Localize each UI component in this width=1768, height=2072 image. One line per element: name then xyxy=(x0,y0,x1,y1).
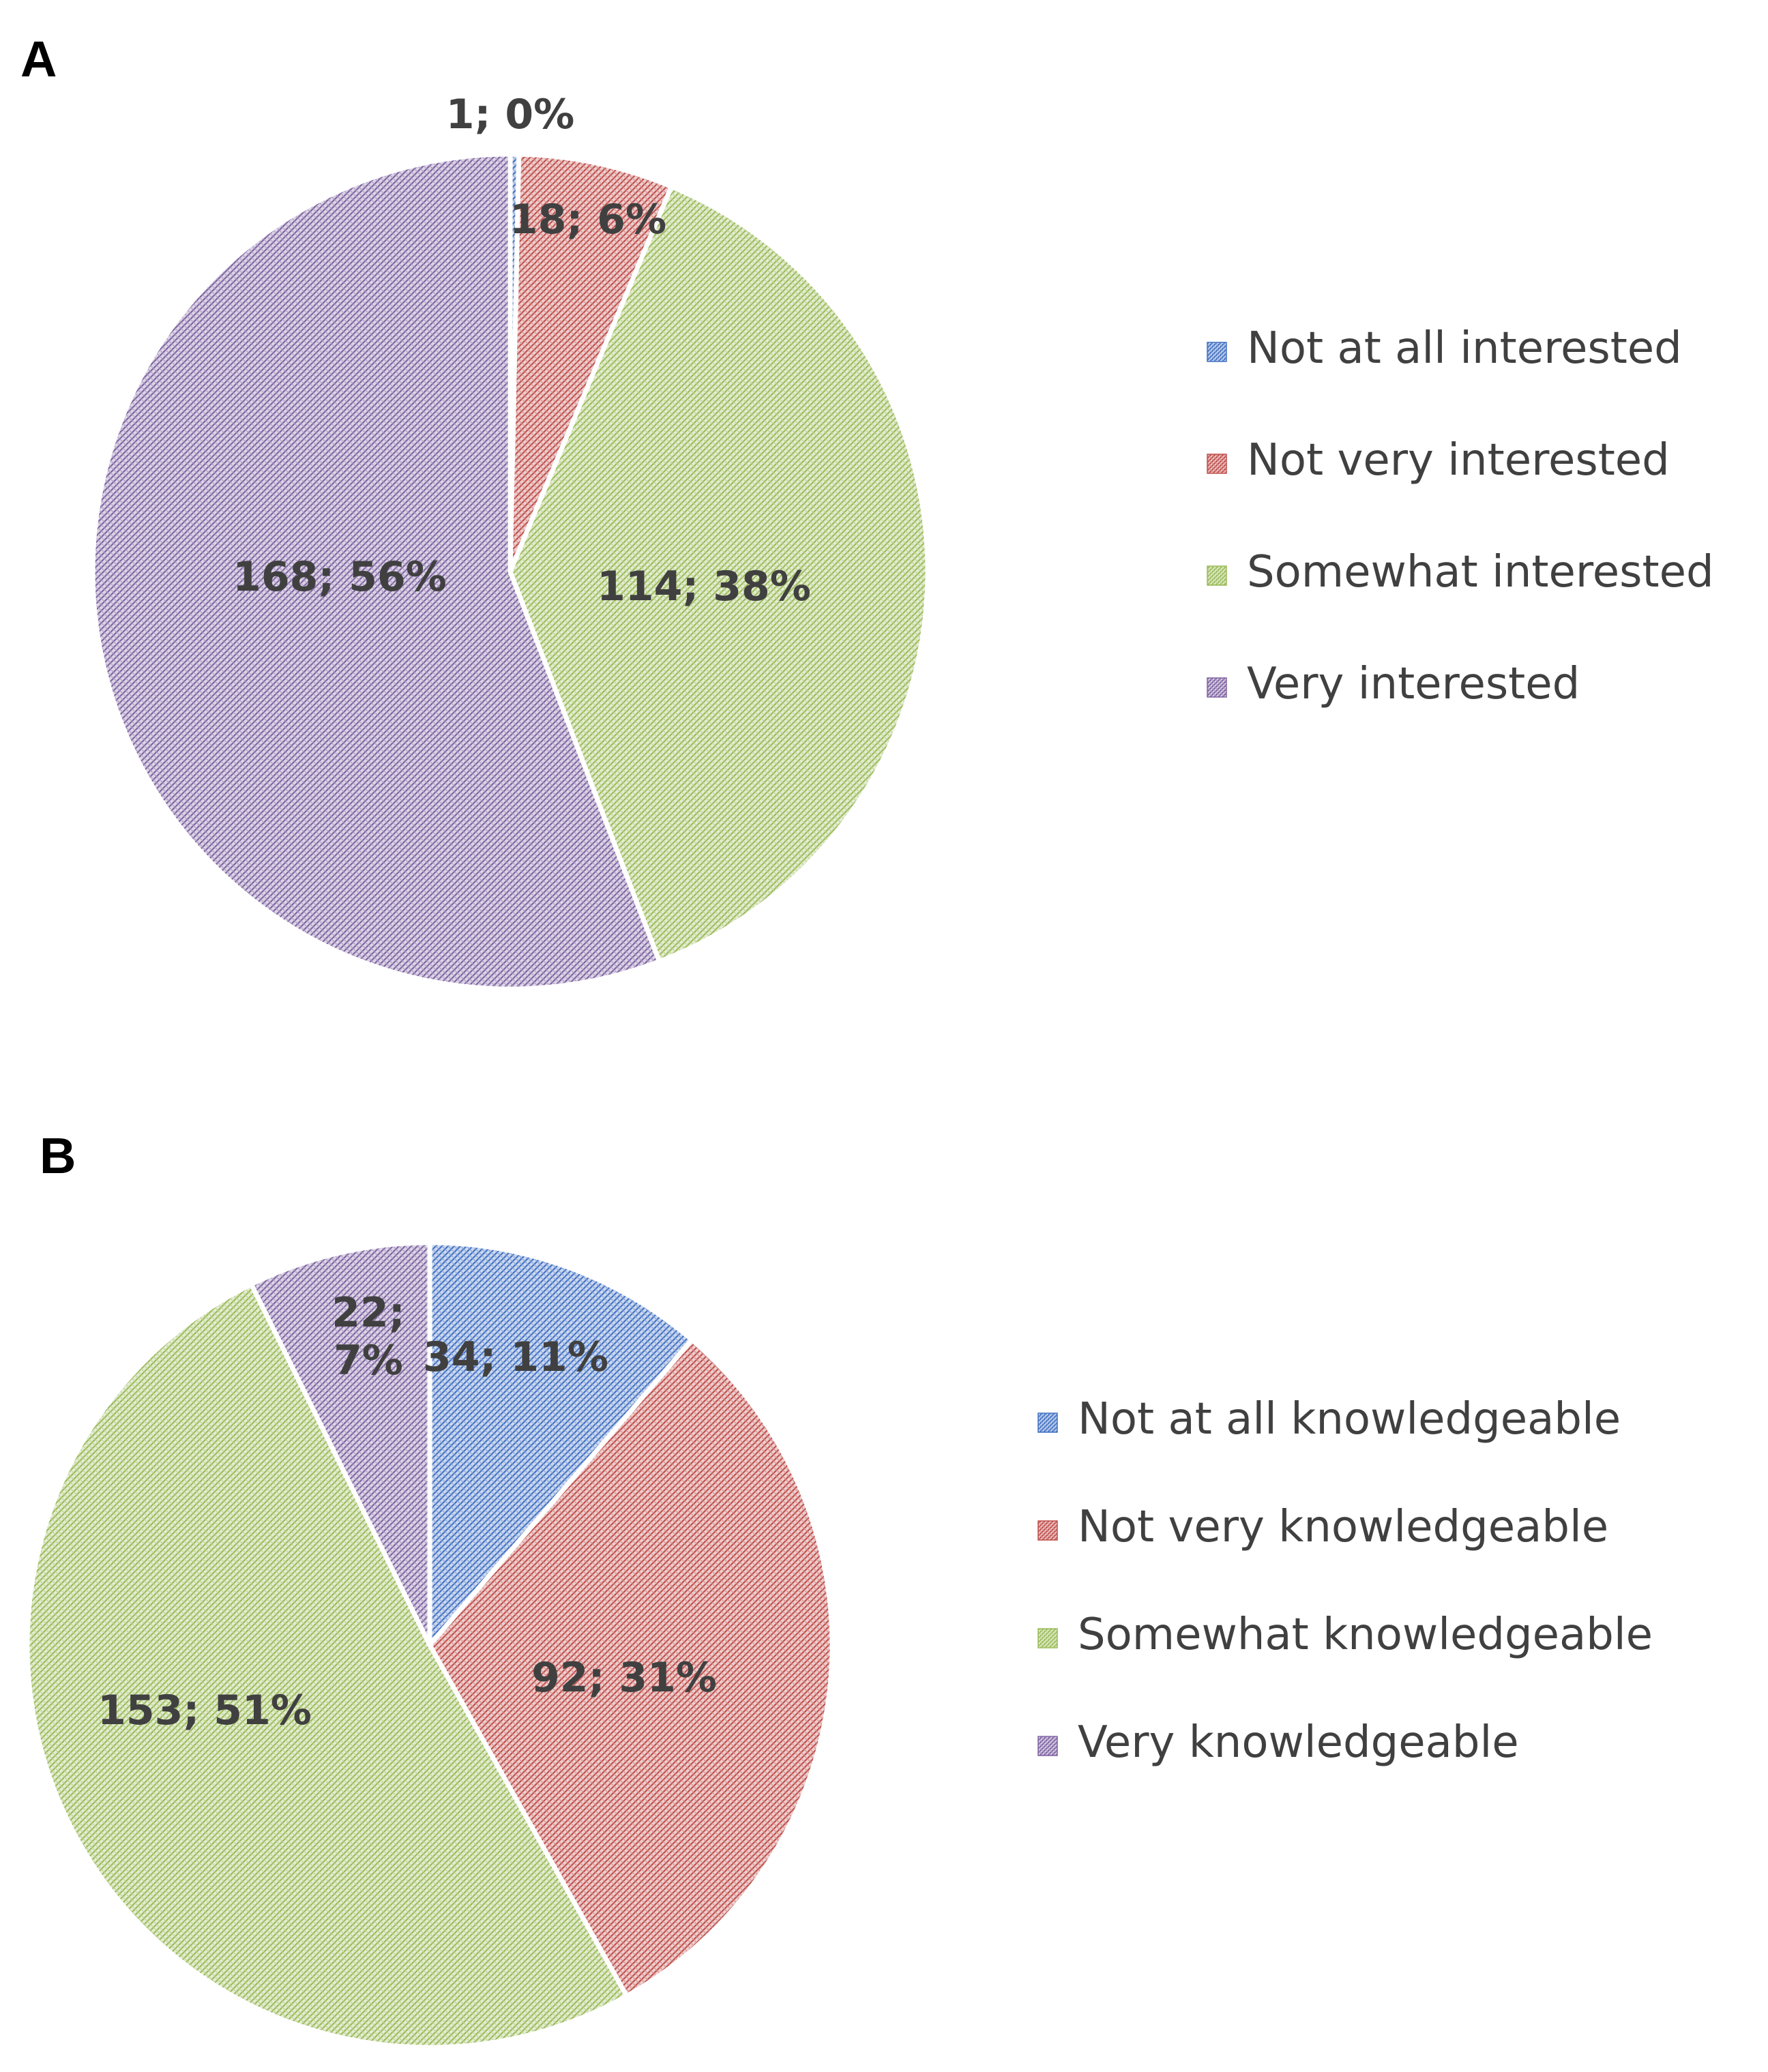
panel-b-letter: B xyxy=(40,1127,76,1184)
data-label-not-very-interested: 18; 6% xyxy=(510,196,666,243)
legend-label-not-at-all-interested: Not at all interested xyxy=(1247,323,1682,374)
legend-swatch-not-at-all-knowledgeable xyxy=(1037,1412,1058,1433)
legend-a: Not at all interested Not very interested… xyxy=(1207,323,1714,709)
slice-very-knowledgeable xyxy=(248,1240,432,1646)
legend-swatch-somewhat-interested xyxy=(1207,565,1227,586)
slice-very-interested xyxy=(90,151,663,992)
legend-label-very-knowledgeable: Very knowledgeable xyxy=(1078,1717,1519,1768)
data-label-somewhat-interested: 114; 38% xyxy=(597,563,811,610)
legend-label-very-interested: Very interested xyxy=(1247,659,1580,709)
legend-swatch-not-at-all-interested xyxy=(1207,342,1227,362)
legend-swatch-somewhat-knowledgeable xyxy=(1037,1628,1058,1648)
pie-chart-b: 34; 11% 92; 31% 153; 51% 22; 7% xyxy=(25,1240,835,2050)
legend-label-somewhat-knowledgeable: Somewhat knowledgeable xyxy=(1078,1610,1653,1660)
data-label-not-at-all-interested: 1; 0% xyxy=(446,91,575,138)
data-label-very-interested: 168; 56% xyxy=(233,553,447,601)
legend-swatch-very-interested xyxy=(1207,677,1227,698)
pie-chart-a: 1; 0% 18; 6% 114; 38% 168; 56% xyxy=(90,91,930,992)
data-label-not-very-knowledgeable: 92; 31% xyxy=(531,1654,717,1702)
legend-swatch-very-knowledgeable xyxy=(1037,1736,1058,1756)
legend-label-not-very-interested: Not very interested xyxy=(1247,435,1670,486)
slice-somewhat-knowledgeable xyxy=(25,1281,630,2050)
legend-b: Not at all knowledgeable Not very knowled… xyxy=(1037,1394,1653,1768)
legend-swatch-not-very-knowledgeable xyxy=(1037,1520,1058,1541)
slice-not-very-knowledgeable xyxy=(426,1336,835,2000)
slice-somewhat-interested xyxy=(507,183,930,965)
data-label-not-at-all-knowledgeable: 34; 11% xyxy=(423,1333,608,1381)
data-label-somewhat-knowledgeable: 153; 51% xyxy=(98,1687,312,1734)
legend-label-somewhat-interested: Somewhat interested xyxy=(1247,547,1714,597)
data-label-very-knowledgeable: 22; 7% xyxy=(332,1289,405,1385)
panel-a-letter: A xyxy=(20,31,57,87)
legend-swatch-not-very-interested xyxy=(1207,454,1227,474)
slice-not-at-all-knowledgeable xyxy=(427,1240,696,1652)
slice-not-very-interested xyxy=(507,151,675,573)
legend-label-not-very-knowledgeable: Not very knowledgeable xyxy=(1078,1502,1608,1552)
legend-label-not-at-all-knowledgeable: Not at all knowledgeable xyxy=(1078,1394,1621,1445)
